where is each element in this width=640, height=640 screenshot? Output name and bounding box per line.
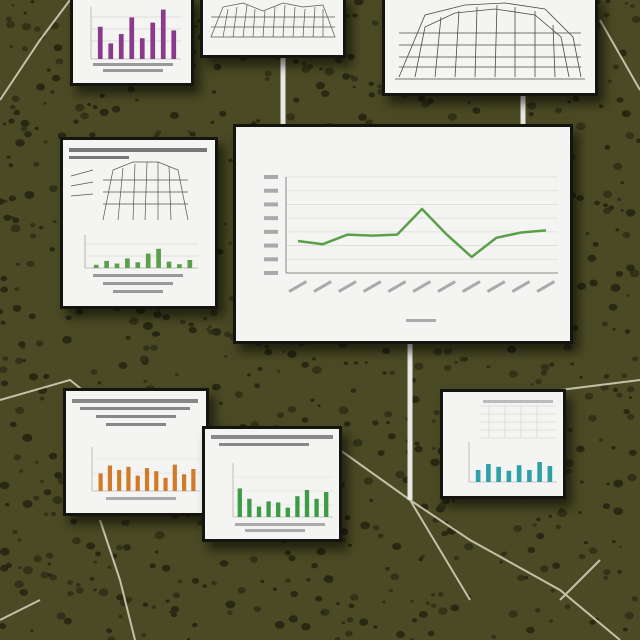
right-bar — [547, 466, 553, 482]
left-middle-bar — [177, 264, 182, 268]
main-line-chart — [264, 175, 558, 322]
left-middle-bar — [135, 262, 141, 268]
bottom-middle-bar — [237, 488, 242, 517]
left-middle-bars — [93, 248, 193, 268]
main-chart-x-tick-label — [313, 280, 332, 293]
bottom-left-bar — [126, 466, 131, 491]
main-chart-x-tick-label — [486, 280, 506, 293]
bottom-middle-bar — [256, 506, 262, 517]
bottom-middle-chart — [211, 435, 333, 532]
main-chart-x-tick-label — [461, 280, 481, 293]
bottom-middle-bar — [276, 502, 281, 517]
top-left-bar — [171, 30, 177, 59]
top-right-diagram-card — [382, 0, 598, 96]
main-chart-y-tick-label — [264, 202, 278, 207]
right-bar — [486, 464, 491, 482]
main-chart-x-tick-label — [337, 280, 357, 293]
right-bar — [516, 465, 522, 482]
bottom-middle-bars — [237, 488, 329, 517]
right-bar — [527, 470, 532, 482]
bottom-left-bar — [144, 468, 150, 491]
main-chart-x-tick-label — [536, 280, 556, 293]
bottom-left-chart-card — [63, 388, 209, 516]
bottom-left-bar — [135, 475, 140, 491]
top-left-bar — [108, 43, 114, 59]
bottom-middle-bar — [285, 507, 290, 517]
left-middle-bar — [145, 253, 151, 268]
right-chart-card — [440, 389, 566, 499]
top-left-chart-card — [70, 0, 194, 86]
top-left-bars — [97, 9, 177, 60]
main-chart-y-tick-label — [264, 243, 278, 248]
bottom-middle-chart-card — [202, 426, 342, 542]
top-left-bar — [160, 9, 166, 60]
right-bar — [496, 466, 501, 482]
left-middle-bar — [187, 260, 193, 268]
main-chart-y-tick-label — [264, 271, 278, 275]
right-chart — [468, 400, 557, 483]
bottom-middle-bar — [295, 496, 300, 517]
top-left-bar — [118, 34, 124, 59]
bottom-left-bar — [154, 471, 159, 491]
main-chart-x-tick-label — [288, 280, 308, 293]
main-chart-x-tick-label — [437, 280, 456, 293]
left-middle-bar — [93, 264, 99, 268]
bottom-middle-bar — [266, 501, 271, 517]
main-chart-series-line — [297, 207, 547, 259]
main-chart-grid — [285, 176, 558, 274]
bottom-left-bar — [191, 469, 196, 491]
top-right-diagram — [395, 2, 585, 80]
top-left-bar — [97, 26, 103, 59]
left-middle-bar — [125, 258, 130, 268]
main-chart-points — [297, 208, 547, 258]
top-left-bar — [150, 22, 156, 60]
bottom-middle-bar — [324, 492, 329, 517]
right-bar — [506, 470, 512, 482]
left-middle-bar — [104, 260, 109, 268]
right-bar — [475, 470, 481, 482]
bottom-left-bar — [98, 473, 103, 491]
main-chart-x-tick-label — [362, 280, 382, 293]
bottom-middle-bar — [314, 498, 319, 517]
main-chart-x-tick-label — [387, 280, 407, 293]
left-middle-chart — [69, 148, 207, 293]
right-bar — [537, 462, 542, 482]
main-line-chart-card — [233, 124, 573, 344]
bottom-middle-bar — [304, 489, 310, 517]
top-left-bar — [139, 38, 145, 59]
top-left-bar — [129, 17, 135, 59]
right-bars — [475, 462, 553, 482]
left-middle-chart-card — [60, 137, 218, 309]
bottom-left-chart — [72, 399, 200, 500]
left-middle-bar — [156, 248, 161, 268]
main-chart-y-tick-label — [264, 175, 278, 179]
main-chart-x-label-placeholder — [406, 319, 436, 322]
bottom-left-bar — [182, 474, 187, 491]
main-chart-x-ticks — [288, 280, 556, 293]
main-chart-x-tick-label — [511, 280, 531, 293]
main-chart-y-tick-label — [264, 229, 278, 234]
bottom-left-bar — [172, 464, 177, 491]
left-middle-bar — [166, 261, 172, 268]
main-chart-x-tick-label — [412, 280, 432, 293]
bottom-left-bars — [98, 464, 196, 491]
bottom-left-bar — [117, 469, 122, 491]
top-middle-diagram — [210, 2, 336, 38]
main-chart-y-tick-label — [264, 257, 278, 262]
main-chart-y-tick-label — [264, 216, 278, 221]
top-left-bar-chart — [90, 7, 181, 72]
bottom-middle-bar — [247, 498, 252, 517]
bottom-left-bar — [163, 477, 168, 491]
main-chart-y-tick-label — [264, 188, 278, 193]
top-middle-diagram-card — [200, 0, 346, 58]
bottom-left-bar — [107, 465, 112, 491]
main-chart-y-ticks — [264, 175, 278, 275]
left-middle-bar — [114, 263, 120, 268]
